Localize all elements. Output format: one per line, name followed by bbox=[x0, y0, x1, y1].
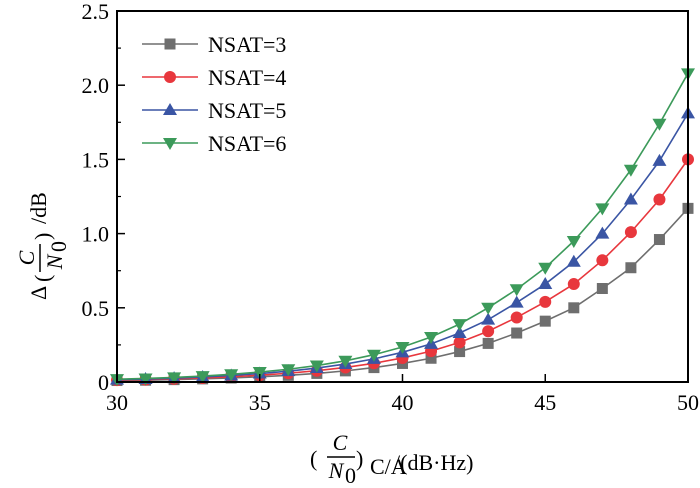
x-label-numerator: C bbox=[333, 430, 348, 455]
data-point bbox=[510, 311, 523, 324]
series-line bbox=[116, 112, 689, 381]
data-point bbox=[596, 283, 608, 295]
data-point bbox=[252, 367, 267, 380]
data-point bbox=[338, 355, 353, 368]
plot-frame bbox=[116, 10, 689, 383]
y-label-numerator: C bbox=[14, 250, 39, 265]
x-tick-label: 50 bbox=[677, 390, 699, 415]
y-label-unit: /dB bbox=[26, 192, 51, 224]
data-point bbox=[539, 295, 552, 308]
data-point bbox=[625, 262, 637, 274]
y-tick-label: 1.0 bbox=[82, 222, 110, 247]
x-tick-label: 40 bbox=[392, 390, 414, 415]
x-tick-label: 45 bbox=[534, 390, 556, 415]
y-tick-label: 0.5 bbox=[82, 296, 110, 321]
data-point bbox=[509, 295, 524, 308]
legend-item: NSAT=3 bbox=[142, 32, 286, 57]
y-tick-label: 2.5 bbox=[82, 0, 110, 24]
y-label-lparen: ( bbox=[30, 275, 55, 282]
data-point bbox=[653, 234, 665, 246]
x-tick-label: 35 bbox=[249, 390, 271, 415]
y-label-delta: Δ bbox=[26, 286, 51, 300]
y-label-denominator: N bbox=[42, 253, 67, 270]
legend-label: NSAT=6 bbox=[208, 131, 286, 156]
data-point bbox=[624, 226, 637, 239]
y-tick-label: 2.0 bbox=[82, 73, 110, 98]
series-line bbox=[116, 72, 689, 380]
data-point bbox=[425, 352, 437, 364]
x-axis-label: ( C N 0 ) C/A /(dB·Hz) bbox=[310, 430, 473, 488]
series-layer bbox=[110, 68, 695, 387]
legend-label: NSAT=3 bbox=[208, 32, 286, 57]
x-label-denominator: N bbox=[328, 458, 345, 483]
data-point bbox=[623, 192, 638, 205]
legend-marker bbox=[164, 71, 176, 83]
data-point bbox=[566, 254, 581, 267]
y-axis-label: Δ ( C N 0 ) /dB bbox=[14, 192, 71, 300]
data-point bbox=[482, 325, 495, 338]
legend-marker bbox=[164, 38, 176, 50]
data-point bbox=[538, 262, 553, 275]
data-point bbox=[539, 315, 551, 327]
legend-item: NSAT=4 bbox=[142, 65, 286, 90]
data-point bbox=[566, 236, 581, 249]
data-point bbox=[595, 226, 610, 239]
data-point bbox=[453, 336, 466, 349]
data-point bbox=[596, 254, 609, 267]
data-point bbox=[195, 371, 210, 384]
data-point bbox=[652, 118, 667, 131]
data-point bbox=[454, 346, 466, 358]
legend-item: NSAT=6 bbox=[142, 131, 286, 156]
data-point bbox=[623, 164, 638, 177]
data-point bbox=[424, 332, 439, 345]
legend-label: NSAT=4 bbox=[208, 65, 286, 90]
legend-item: NSAT=5 bbox=[142, 98, 286, 123]
ticks-layer: 30 35 40 45 50 0 0.5 1.0 1.5 2.0 2.5 bbox=[82, 0, 700, 415]
data-point bbox=[309, 360, 324, 373]
data-point bbox=[482, 337, 494, 349]
data-point bbox=[567, 278, 580, 291]
data-point bbox=[509, 284, 524, 297]
data-point bbox=[653, 193, 666, 206]
data-point bbox=[568, 302, 580, 314]
data-point bbox=[652, 153, 667, 166]
legend-marker bbox=[163, 138, 177, 150]
data-point bbox=[395, 341, 410, 354]
x-label-lparen: ( bbox=[310, 446, 317, 471]
data-point bbox=[538, 277, 553, 290]
y-label-rparen: ) bbox=[30, 233, 55, 240]
y-label-denominator-sub: 0 bbox=[46, 241, 71, 252]
x-tick-label: 30 bbox=[106, 390, 128, 415]
x-label-rparen: ) bbox=[356, 446, 363, 471]
data-point bbox=[452, 326, 467, 339]
data-point bbox=[366, 349, 381, 362]
data-point bbox=[167, 372, 182, 385]
x-label-unit: /(dB·Hz) bbox=[394, 450, 473, 475]
legend-marker bbox=[163, 103, 177, 115]
data-point bbox=[595, 203, 610, 216]
y-tick-label: 1.5 bbox=[82, 147, 110, 172]
data-point bbox=[452, 319, 467, 332]
legend: NSAT=3 NSAT=4 NSAT=5 NSAT=6 bbox=[142, 32, 286, 156]
data-point bbox=[511, 327, 523, 339]
series-nsat-6 bbox=[110, 68, 695, 387]
data-point bbox=[481, 312, 496, 325]
data-point bbox=[281, 364, 296, 377]
x-label-denominator-sub: 0 bbox=[345, 463, 356, 488]
y-tick-label: 0 bbox=[98, 370, 109, 395]
x-label-subscript: C/A bbox=[370, 454, 407, 479]
data-point bbox=[481, 302, 496, 315]
data-point bbox=[224, 369, 239, 382]
data-point bbox=[138, 373, 153, 386]
legend-label: NSAT=5 bbox=[208, 98, 286, 123]
